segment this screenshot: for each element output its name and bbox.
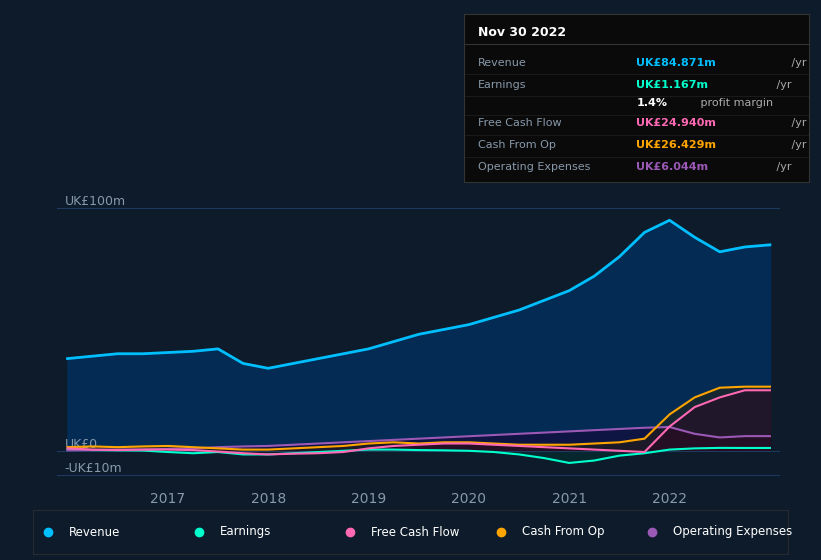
Text: /yr: /yr (773, 162, 791, 172)
Text: Earnings: Earnings (220, 525, 272, 539)
Text: UK£0: UK£0 (65, 438, 98, 451)
Text: UK£26.429m: UK£26.429m (636, 140, 716, 150)
Text: /yr: /yr (788, 58, 806, 68)
Text: UK£84.871m: UK£84.871m (636, 58, 716, 68)
Text: UK£100m: UK£100m (65, 195, 126, 208)
Text: /yr: /yr (788, 118, 806, 128)
Text: 1.4%: 1.4% (636, 98, 667, 108)
Text: Free Cash Flow: Free Cash Flow (478, 118, 562, 128)
Text: Free Cash Flow: Free Cash Flow (371, 525, 460, 539)
Text: Revenue: Revenue (69, 525, 121, 539)
Text: Earnings: Earnings (478, 80, 526, 90)
Text: Nov 30 2022: Nov 30 2022 (478, 26, 566, 39)
Text: UK£6.044m: UK£6.044m (636, 162, 709, 172)
Text: Operating Expenses: Operating Expenses (673, 525, 792, 539)
Text: /yr: /yr (773, 80, 791, 90)
Text: UK£1.167m: UK£1.167m (636, 80, 709, 90)
Text: Operating Expenses: Operating Expenses (478, 162, 590, 172)
Text: /yr: /yr (788, 140, 806, 150)
Text: Cash From Op: Cash From Op (522, 525, 605, 539)
Text: UK£24.940m: UK£24.940m (636, 118, 716, 128)
Text: -UK£10m: -UK£10m (65, 462, 122, 475)
Text: Cash From Op: Cash From Op (478, 140, 556, 150)
Text: Revenue: Revenue (478, 58, 526, 68)
Text: profit margin: profit margin (697, 98, 773, 108)
